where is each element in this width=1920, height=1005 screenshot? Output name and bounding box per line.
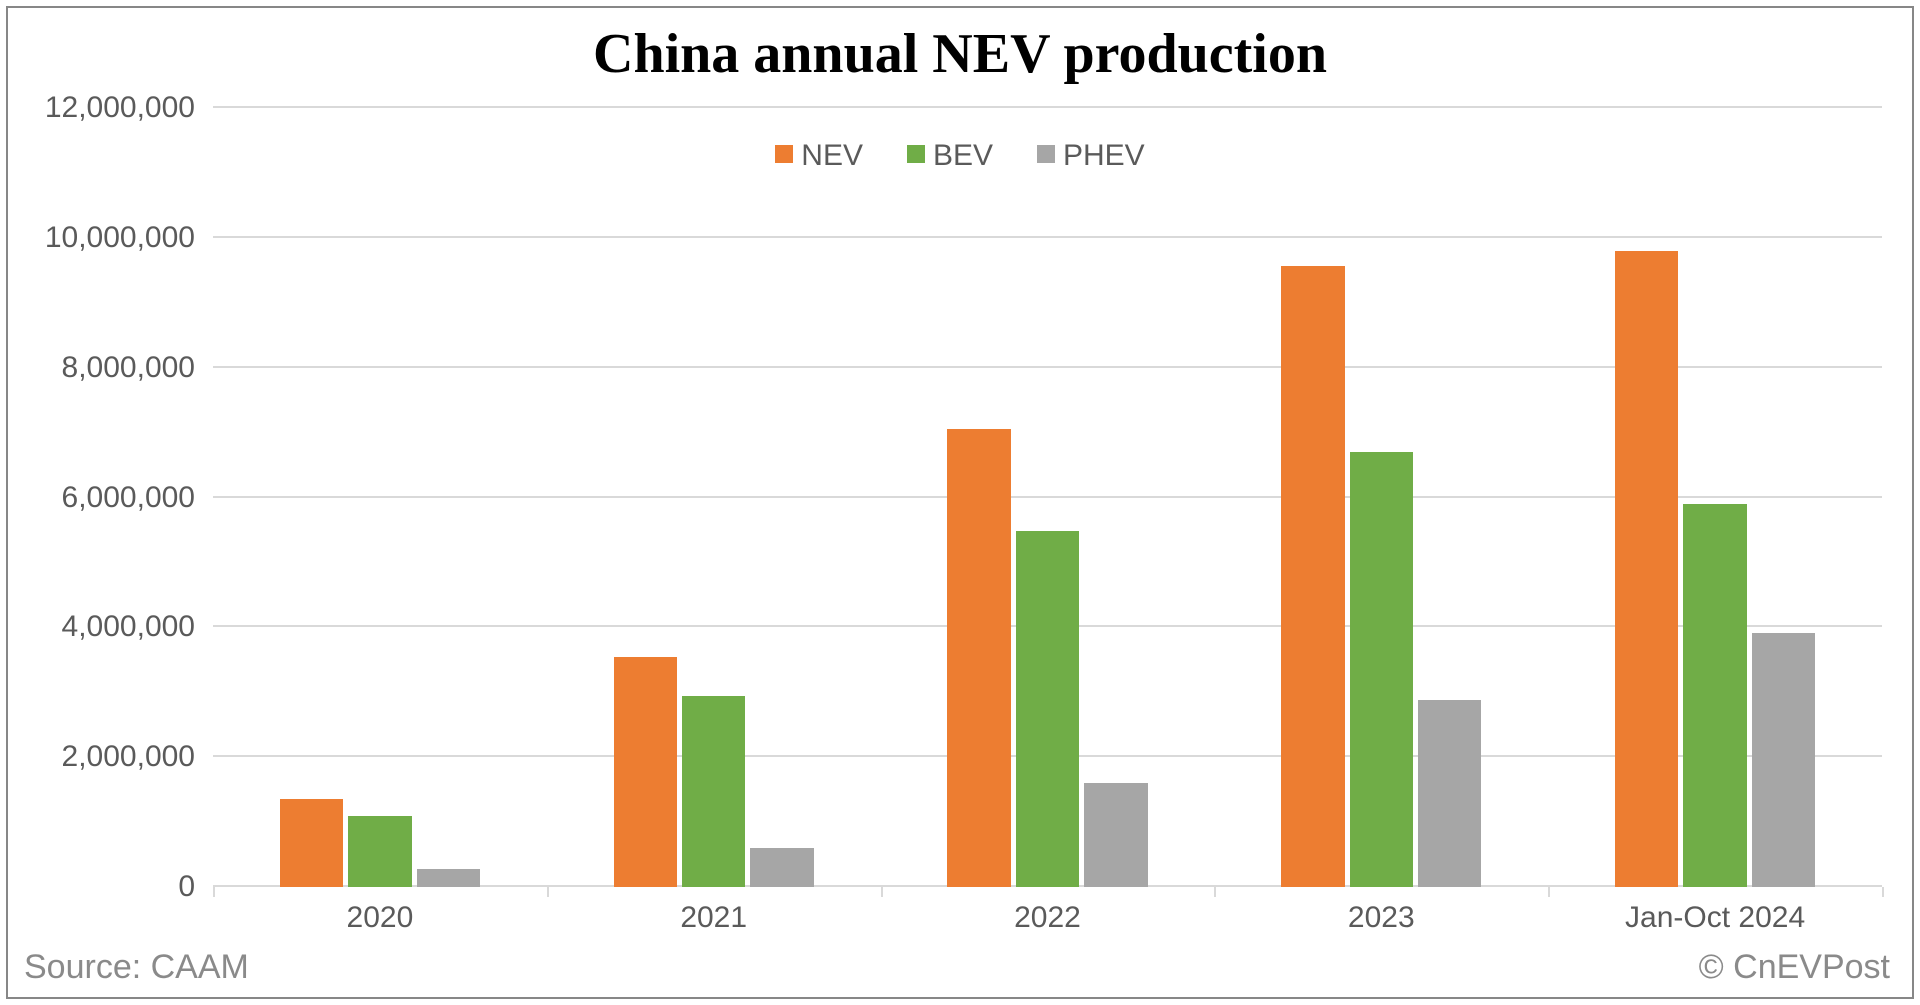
bar-nev [947, 429, 1010, 887]
bar-bev [1350, 452, 1413, 887]
bar-bev [348, 816, 411, 887]
bar-phev [1752, 633, 1815, 887]
bar-nev [614, 657, 677, 887]
bar-nev [280, 799, 343, 887]
x-tick-label: 2022 [1014, 901, 1081, 935]
y-tick-label: 4,000,000 [62, 610, 195, 644]
bar-bev [1016, 531, 1079, 887]
bar-phev [1418, 700, 1481, 887]
bar-nev [1281, 266, 1344, 887]
x-tick-label: 2021 [680, 901, 747, 935]
gridline [213, 106, 1882, 108]
y-tick-label: 10,000,000 [45, 221, 195, 255]
x-tick-label: Jan-Oct 2024 [1625, 901, 1805, 935]
y-tick-label: 12,000,000 [45, 91, 195, 125]
y-tick-label: 0 [178, 870, 195, 904]
chart-frame: China annual NEV production NEVBEVPHEV 0… [6, 6, 1914, 999]
plot-area: 02,000,0004,000,0006,000,0008,000,00010,… [213, 108, 1882, 887]
x-tick-label: 2023 [1348, 901, 1415, 935]
bar-bev [1683, 504, 1746, 887]
y-tick-label: 6,000,000 [62, 481, 195, 515]
bar-phev [750, 848, 813, 887]
y-tick-label: 2,000,000 [62, 740, 195, 774]
source-label: Source: CAAM [24, 948, 249, 987]
x-tick-mark [881, 887, 883, 897]
x-tick-mark [1882, 887, 1884, 897]
y-tick-label: 8,000,000 [62, 351, 195, 385]
bar-bev [682, 696, 745, 887]
x-tick-mark [547, 887, 549, 897]
x-tick-label: 2020 [347, 901, 414, 935]
copyright-label: © CnEVPost [1699, 948, 1890, 987]
x-tick-mark [1548, 887, 1550, 897]
gridline [213, 236, 1882, 238]
x-tick-mark [213, 887, 215, 897]
bar-phev [1084, 783, 1147, 887]
bar-nev [1615, 251, 1678, 887]
chart-title: China annual NEV production [8, 22, 1912, 86]
bar-phev [417, 869, 480, 887]
x-tick-mark [1214, 887, 1216, 897]
